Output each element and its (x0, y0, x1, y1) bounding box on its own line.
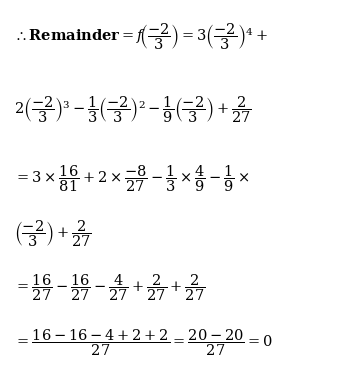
Text: $= \dfrac{16-16-4+2+2}{27} = \dfrac{20-20}{27} = 0$: $= \dfrac{16-16-4+2+2}{27} = \dfrac{20-2… (14, 327, 273, 358)
Text: $\left(\dfrac{-2}{3}\right) + \dfrac{2}{27}$: $\left(\dfrac{-2}{3}\right) + \dfrac{2}{… (14, 218, 92, 248)
Text: $\therefore\mathbf{Remainder} = f\!\left(\dfrac{-2}{3}\right) = 3\left(\dfrac{-2: $\therefore\mathbf{Remainder} = f\!\left… (14, 21, 268, 52)
Text: $= \dfrac{16}{27} - \dfrac{16}{27} - \dfrac{4}{27} + \dfrac{2}{27} + \dfrac{2}{2: $= \dfrac{16}{27} - \dfrac{16}{27} - \df… (14, 273, 205, 303)
Text: $= 3 \times \dfrac{16}{81} + 2 \times \dfrac{-8}{27} - \dfrac{1}{3} \times \dfra: $= 3 \times \dfrac{16}{81} + 2 \times \d… (14, 163, 250, 194)
Text: $2\left(\dfrac{-2}{3}\right)^{3} - \dfrac{1}{3}\left(\dfrac{-2}{3}\right)^{2} - : $2\left(\dfrac{-2}{3}\right)^{3} - \dfra… (14, 94, 252, 125)
